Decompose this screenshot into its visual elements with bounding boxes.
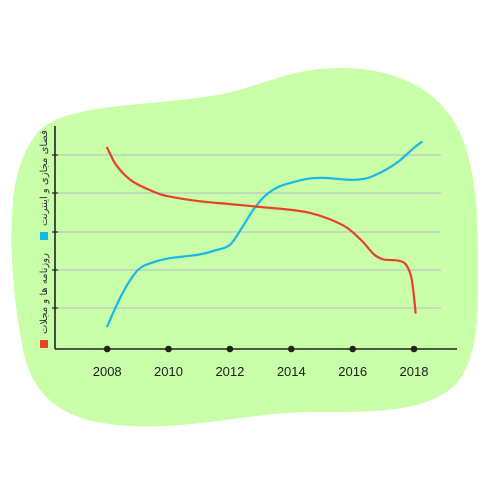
y-axis-ticks bbox=[52, 154, 58, 309]
x-tick-label-2008: 2008 bbox=[93, 364, 122, 379]
legend-swatch-print bbox=[40, 340, 48, 348]
series-line-newspapers-magazines bbox=[106, 146, 417, 314]
x-tick-label-2010: 2010 bbox=[154, 364, 183, 379]
x-tick-label-2016: 2016 bbox=[338, 364, 367, 379]
x-tick-dot-2016 bbox=[349, 345, 357, 353]
legend-label-online: فضای مجازی و اینترنت bbox=[39, 130, 50, 226]
legend: فضای مجازی و اینترنت روزنامه ها و مجلات bbox=[39, 130, 50, 348]
x-tick-dot-2008 bbox=[103, 345, 111, 353]
legend-swatch-online bbox=[40, 232, 48, 240]
x-tick-dot-2014 bbox=[288, 345, 295, 353]
series-line-online-internet bbox=[106, 140, 423, 328]
background-blob bbox=[11, 68, 479, 427]
legend-label-print: روزنامه ها و مجلات bbox=[39, 253, 50, 334]
x-axis-ticks: 2008 2010 2012 2014 2016 2018 bbox=[93, 345, 429, 379]
x-tick-label-2012: 2012 bbox=[215, 364, 244, 379]
x-tick-dot-2012 bbox=[226, 345, 234, 353]
x-tick-label-2014: 2014 bbox=[277, 364, 306, 379]
x-tick-dot-2010 bbox=[165, 345, 172, 353]
grid-lines bbox=[55, 154, 441, 309]
x-tick-label-2018: 2018 bbox=[400, 364, 429, 379]
x-tick-dot-2018 bbox=[410, 345, 418, 353]
